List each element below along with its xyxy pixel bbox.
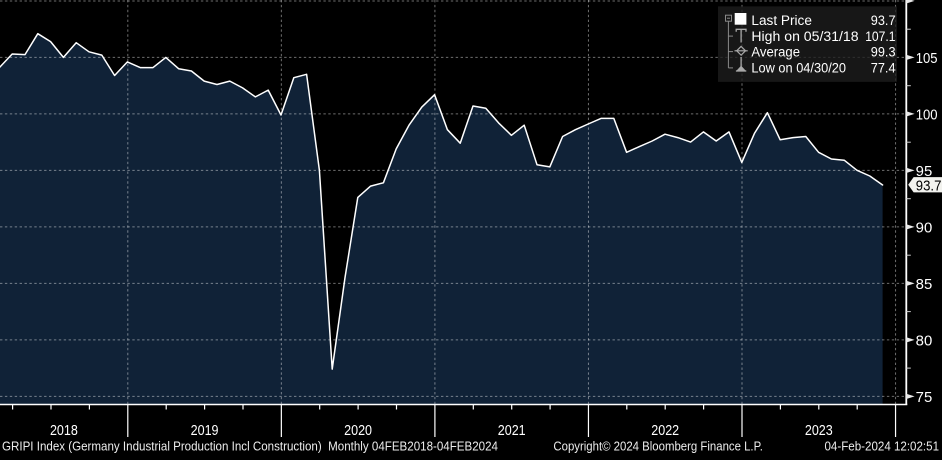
svg-text:80: 80 bbox=[916, 333, 933, 349]
svg-text:2021: 2021 bbox=[498, 423, 526, 439]
svg-text:105: 105 bbox=[916, 51, 938, 67]
svg-text:93.7: 93.7 bbox=[871, 13, 896, 28]
svg-text:2019: 2019 bbox=[191, 423, 219, 439]
svg-text:107.1: 107.1 bbox=[865, 29, 895, 44]
svg-text:2020: 2020 bbox=[344, 423, 372, 439]
svg-text:95: 95 bbox=[916, 164, 933, 180]
svg-text:Copyright© 2024 Bloomberg Fina: Copyright© 2024 Bloomberg Finance L.P. bbox=[553, 439, 763, 454]
svg-text:04-Feb-2024 12:02:51: 04-Feb-2024 12:02:51 bbox=[825, 439, 940, 454]
svg-text:75: 75 bbox=[916, 390, 933, 406]
svg-text:90: 90 bbox=[916, 220, 933, 236]
svg-text:2023: 2023 bbox=[805, 423, 833, 439]
svg-text:High on 05/31/18: High on 05/31/18 bbox=[751, 29, 858, 44]
svg-text:2018: 2018 bbox=[50, 423, 78, 439]
svg-text:Last Price: Last Price bbox=[751, 13, 812, 28]
svg-text:85: 85 bbox=[916, 277, 933, 293]
svg-text:Average: Average bbox=[751, 44, 800, 59]
svg-text:GRIPI Index (Germany Industria: GRIPI Index (Germany Industrial Producti… bbox=[2, 439, 498, 454]
svg-text:2022: 2022 bbox=[651, 423, 679, 439]
svg-text:77.4: 77.4 bbox=[871, 61, 896, 76]
svg-text:100: 100 bbox=[916, 107, 938, 123]
svg-text:99.3: 99.3 bbox=[871, 44, 896, 59]
svg-text:Low on 04/30/20: Low on 04/30/20 bbox=[751, 61, 846, 76]
svg-text:93.7: 93.7 bbox=[916, 178, 942, 195]
